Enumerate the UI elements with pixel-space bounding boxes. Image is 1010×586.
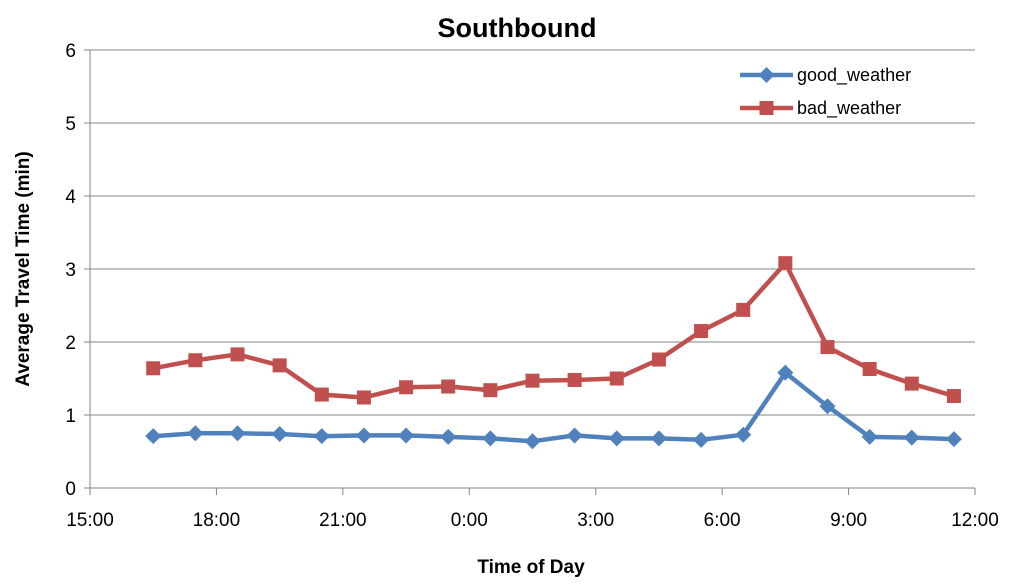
y-axis-label: Average Travel Time (min) [13, 151, 34, 387]
data-point-good_weather [566, 427, 583, 444]
data-point-good_weather [313, 428, 330, 445]
data-point-good_weather [777, 364, 794, 381]
data-point-good_weather [145, 428, 162, 445]
data-point-bad_weather [188, 353, 203, 368]
x-tick-label: 9:00 [830, 510, 867, 531]
x-tick-label: 3:00 [577, 510, 614, 531]
data-point-bad_weather [356, 390, 371, 405]
x-tick-label: 6:00 [704, 510, 741, 531]
legend-label: good_weather [797, 65, 911, 86]
series-bad_weather [146, 256, 961, 405]
data-point-good_weather [398, 427, 415, 444]
series-good_weather [145, 364, 962, 450]
y-tick-label: 1 [65, 406, 76, 427]
x-axis-label: Time of Day [477, 557, 585, 578]
x-tick-label: 21:00 [319, 510, 367, 531]
data-point-good_weather [271, 425, 288, 442]
chart-title: Southbound [438, 13, 597, 43]
x-tick-label: 0:00 [451, 510, 488, 531]
data-point-good_weather [819, 398, 836, 415]
legend-item-bad_weather: bad_weather [740, 98, 901, 119]
data-point-good_weather [945, 431, 962, 448]
data-point-bad_weather [736, 302, 751, 317]
data-point-bad_weather [441, 379, 456, 394]
data-point-bad_weather [314, 387, 329, 402]
axes [84, 49, 976, 495]
legend-item-good_weather: good_weather [740, 65, 911, 86]
data-point-good_weather [650, 430, 667, 447]
data-point-good_weather [482, 430, 499, 447]
data-point-bad_weather [946, 389, 961, 404]
data-point-bad_weather [609, 371, 624, 386]
data-point-bad_weather [651, 352, 666, 367]
data-point-bad_weather [820, 340, 835, 355]
legend-swatch-marker [759, 101, 774, 115]
data-point-bad_weather [525, 373, 540, 388]
legend-swatch-marker [758, 67, 775, 83]
data-point-good_weather [693, 431, 710, 448]
data-point-good_weather [229, 425, 246, 442]
data-point-bad_weather [272, 358, 287, 373]
legend-label: bad_weather [797, 98, 901, 119]
series [145, 256, 962, 450]
y-tick-label: 0 [65, 479, 76, 500]
data-point-good_weather [903, 429, 920, 446]
data-point-good_weather [735, 426, 752, 443]
y-tick-label: 6 [65, 41, 76, 62]
data-point-bad_weather [778, 256, 793, 271]
data-point-good_weather [187, 425, 204, 442]
data-point-good_weather [524, 433, 541, 450]
y-tick-label: 2 [65, 333, 76, 354]
data-point-bad_weather [862, 362, 877, 377]
gridlines [90, 49, 975, 416]
x-axis-ticks: 15:00 18:00 21:00 0:00 3:00 6:00 9:00 12:00 [66, 510, 999, 531]
data-point-good_weather [355, 427, 372, 444]
data-point-good_weather [608, 430, 625, 447]
series-line-bad_weather [152, 260, 955, 400]
y-tick-label: 5 [65, 114, 76, 135]
data-point-bad_weather [567, 372, 582, 387]
data-point-bad_weather [483, 383, 498, 398]
data-point-bad_weather [904, 376, 919, 391]
x-tick-label: 12:00 [951, 510, 999, 531]
data-point-good_weather [440, 428, 457, 445]
y-tick-label: 4 [65, 187, 76, 208]
data-point-bad_weather [399, 380, 414, 395]
data-point-bad_weather [230, 347, 245, 362]
y-tick-label: 3 [65, 260, 76, 281]
x-tick-label: 15:00 [66, 510, 114, 531]
x-tick-label: 18:00 [193, 510, 241, 531]
data-point-bad_weather [694, 324, 709, 339]
y-axis-ticks: 0 1 2 3 4 5 6 [65, 41, 76, 500]
legend: good_weather bad_weather [740, 65, 911, 119]
data-point-bad_weather [146, 361, 161, 376]
data-point-good_weather [861, 428, 878, 445]
